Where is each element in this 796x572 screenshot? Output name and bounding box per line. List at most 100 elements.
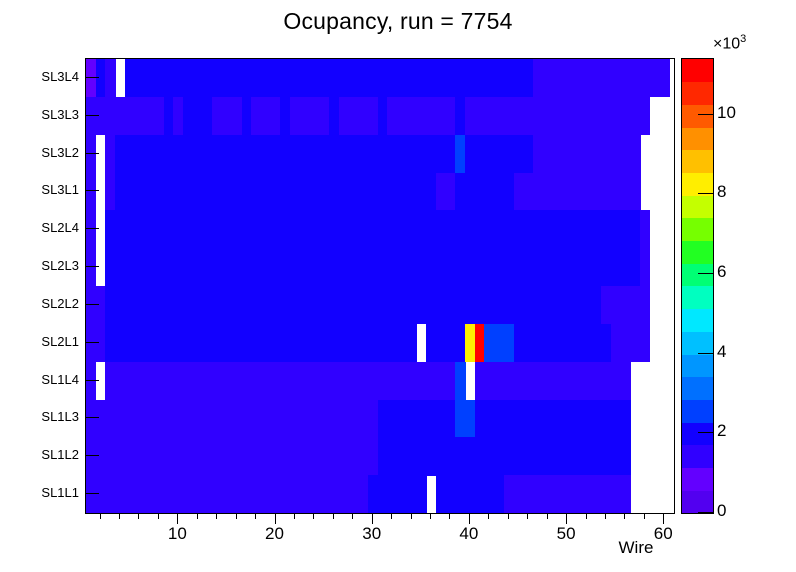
heatmap-grid[interactable] (86, 59, 674, 513)
heatmap-cell[interactable] (591, 437, 602, 476)
heatmap-cell[interactable] (397, 96, 408, 136)
heatmap-cell[interactable] (222, 286, 233, 325)
heatmap-cell[interactable] (115, 323, 126, 363)
heatmap-cell[interactable] (134, 96, 145, 136)
heatmap-cell[interactable] (601, 361, 612, 401)
heatmap-cell[interactable] (163, 59, 175, 98)
heatmap-cell[interactable] (503, 59, 515, 98)
heatmap-cell[interactable] (630, 134, 641, 174)
heatmap-cell[interactable] (552, 172, 563, 211)
heatmap-cell[interactable] (231, 399, 243, 438)
heatmap-cell[interactable] (105, 399, 116, 438)
heatmap-cell[interactable] (601, 248, 612, 287)
heatmap-cell[interactable] (367, 210, 379, 249)
heatmap-cell[interactable] (338, 437, 349, 476)
heatmap-cell[interactable] (134, 286, 145, 325)
heatmap-cell[interactable] (630, 96, 641, 136)
heatmap-cell[interactable] (426, 399, 437, 438)
heatmap-cell[interactable] (270, 172, 281, 211)
heatmap-cell[interactable] (290, 361, 301, 401)
heatmap-cell[interactable] (581, 323, 592, 363)
heatmap-cell[interactable] (212, 399, 223, 438)
heatmap-cell[interactable] (115, 437, 126, 476)
heatmap-cell[interactable] (601, 323, 612, 363)
heatmap-cell[interactable] (212, 210, 223, 249)
heatmap-cell[interactable] (474, 286, 486, 325)
heatmap-cell[interactable] (319, 96, 330, 136)
heatmap-cell[interactable] (426, 248, 437, 287)
heatmap-cell[interactable] (251, 286, 262, 325)
heatmap-cell[interactable] (338, 96, 349, 136)
heatmap-cell[interactable] (610, 248, 622, 287)
heatmap-cell[interactable] (319, 134, 330, 174)
heatmap-cell[interactable] (406, 248, 418, 287)
heatmap-cell[interactable] (309, 96, 320, 136)
heatmap-cell[interactable] (445, 323, 456, 363)
heatmap-cell[interactable] (115, 475, 126, 513)
heatmap-cell[interactable] (533, 172, 544, 211)
heatmap-cell[interactable] (494, 437, 505, 476)
heatmap-cell[interactable] (154, 475, 165, 513)
heatmap-cell[interactable] (455, 59, 466, 98)
heatmap-cell[interactable] (134, 475, 145, 513)
heatmap-cell[interactable] (202, 323, 213, 363)
heatmap-cell[interactable] (328, 210, 340, 249)
heatmap-cell[interactable] (445, 172, 456, 211)
heatmap-cell[interactable] (435, 172, 447, 211)
heatmap-cell[interactable] (406, 361, 418, 401)
heatmap-cell[interactable] (533, 475, 544, 513)
heatmap-cell[interactable] (134, 172, 145, 211)
heatmap-cell[interactable] (183, 96, 194, 136)
heatmap-cell[interactable] (144, 210, 155, 249)
heatmap-cell[interactable] (455, 134, 466, 174)
heatmap-cell[interactable] (367, 323, 379, 363)
heatmap-cell[interactable] (377, 134, 388, 174)
heatmap-cell[interactable] (309, 323, 320, 363)
heatmap-cell[interactable] (367, 96, 379, 136)
heatmap-cell[interactable] (445, 96, 456, 136)
heatmap-cell[interactable] (260, 172, 272, 211)
heatmap-cell[interactable] (367, 399, 379, 438)
heatmap-cell[interactable] (319, 210, 330, 249)
heatmap-cell[interactable] (513, 172, 524, 211)
heatmap-cell[interactable] (542, 475, 554, 513)
heatmap-cell[interactable] (328, 399, 340, 438)
heatmap-cell[interactable] (222, 323, 233, 363)
heatmap-cell[interactable] (591, 399, 602, 438)
heatmap-cell[interactable] (542, 172, 554, 211)
heatmap-cell[interactable] (542, 248, 554, 287)
heatmap-cell[interactable] (601, 59, 612, 98)
heatmap-cell[interactable] (154, 248, 165, 287)
heatmap-cell[interactable] (183, 248, 194, 287)
heatmap-cell[interactable] (231, 286, 243, 325)
heatmap-cell[interactable] (105, 323, 116, 363)
heatmap-cell[interactable] (601, 134, 612, 174)
heatmap-cell[interactable] (309, 210, 320, 249)
heatmap-cell[interactable] (270, 475, 281, 513)
heatmap-cell[interactable] (192, 59, 204, 98)
heatmap-cell[interactable] (260, 96, 272, 136)
heatmap-cell[interactable] (231, 437, 243, 476)
heatmap-cell[interactable] (105, 437, 116, 476)
heatmap-cell[interactable] (639, 248, 651, 287)
heatmap-cell[interactable] (173, 59, 184, 98)
heatmap-cell[interactable] (377, 248, 388, 287)
heatmap-cell[interactable] (620, 210, 631, 249)
heatmap-cell[interactable] (163, 286, 175, 325)
heatmap-cell[interactable] (494, 248, 505, 287)
heatmap-cell[interactable] (455, 96, 466, 136)
heatmap-cell[interactable] (494, 96, 505, 136)
heatmap-cell[interactable] (163, 248, 175, 287)
heatmap-cell[interactable] (571, 248, 583, 287)
heatmap-cell[interactable] (280, 286, 291, 325)
heatmap-cell[interactable] (465, 172, 476, 211)
heatmap-cell[interactable] (445, 437, 456, 476)
heatmap-cell[interactable] (426, 59, 437, 98)
heatmap-cell[interactable] (95, 399, 107, 438)
heatmap-cell[interactable] (144, 361, 155, 401)
heatmap-cell[interactable] (222, 248, 233, 287)
heatmap-cell[interactable] (377, 475, 388, 513)
heatmap-cell[interactable] (523, 323, 534, 363)
heatmap-cell[interactable] (241, 248, 252, 287)
heatmap-cell[interactable] (513, 59, 524, 98)
